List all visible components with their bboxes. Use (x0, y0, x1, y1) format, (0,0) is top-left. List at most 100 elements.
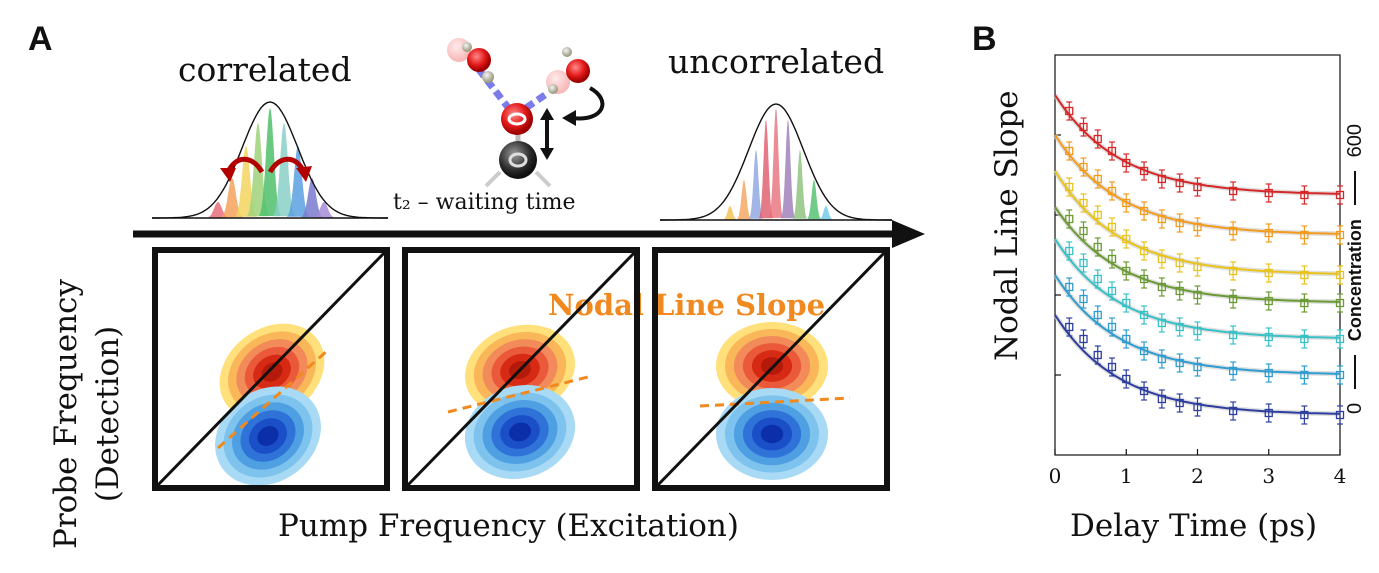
data-point (1228, 266, 1238, 276)
data-point (1264, 368, 1273, 378)
data-point (1065, 322, 1074, 332)
data-point (1300, 334, 1309, 344)
negative-peak-contour (760, 424, 784, 444)
data-point (1193, 362, 1202, 372)
data-point (1228, 330, 1238, 340)
data-point (1264, 188, 1273, 198)
data-point (1065, 282, 1074, 292)
data-point (1193, 222, 1202, 232)
data-point (1079, 334, 1088, 344)
data-point (1228, 226, 1238, 236)
data-point (1157, 354, 1167, 364)
spectral-peak (737, 180, 751, 220)
spectrum-panel-1 (152, 247, 390, 491)
data-point (1175, 178, 1184, 188)
data-point (1300, 410, 1309, 420)
data-point (1228, 294, 1238, 304)
data-point (1157, 282, 1167, 292)
data-point (1300, 298, 1309, 308)
data-point (1122, 298, 1131, 308)
data-point (1175, 398, 1184, 408)
data-point (1335, 298, 1345, 308)
data-point (1157, 318, 1167, 328)
series-2 (1052, 133, 1345, 245)
spectral-peak (793, 150, 807, 219)
data-point (1139, 274, 1149, 284)
data-point (1107, 322, 1117, 332)
data-point (1300, 230, 1309, 240)
positive-peak-contour (261, 362, 283, 382)
data-point (1093, 242, 1102, 252)
spectral-peak (273, 123, 295, 217)
data-point (1264, 408, 1273, 418)
data-point (1157, 174, 1167, 184)
series-5 (1052, 237, 1345, 349)
data-point (1093, 174, 1102, 184)
data-point (1157, 254, 1167, 264)
data-point (1122, 374, 1131, 384)
negative-peak-contour (508, 422, 532, 442)
panel-b-letter: B (972, 20, 997, 58)
data-point (1079, 258, 1088, 268)
nodal-line (447, 374, 593, 414)
spectral-peak (759, 120, 773, 219)
data-point (1107, 222, 1117, 232)
x-tick-label: 2 (1191, 464, 1204, 488)
uncorrelated-gaussian (660, 103, 892, 221)
data-point (1193, 326, 1202, 336)
data-point (1093, 210, 1102, 220)
data-point (1107, 362, 1117, 372)
data-point (1175, 322, 1184, 332)
data-point (1193, 262, 1202, 272)
diagonal-line (653, 248, 889, 490)
water-molecule-icon (447, 38, 605, 188)
data-point (1175, 258, 1184, 268)
uncorrelated-label: uncorrelated (668, 42, 885, 81)
data-point (1107, 286, 1117, 296)
concentration-max: 600 (1343, 124, 1366, 158)
delay-time-axis-label: Delay Time (ps) (1070, 508, 1318, 544)
series-1 (1052, 93, 1345, 205)
gaussian-envelope (152, 101, 388, 219)
data-point (1335, 370, 1345, 380)
waiting-time-label: t₂ – waiting time (393, 190, 576, 215)
nodal-slope-chart: 0 1 2 3 4 (1049, 54, 1346, 488)
spectral-diffusion-arrows-icon (220, 156, 312, 182)
negative-peak-contour (257, 426, 279, 446)
data-point (1139, 346, 1149, 356)
data-point (1264, 228, 1273, 238)
series-6 (1052, 273, 1345, 385)
spectral-peak (287, 146, 309, 217)
spectrum-frame (152, 247, 390, 491)
data-point (1264, 268, 1273, 278)
data-point (1093, 350, 1102, 360)
spectral-peak (807, 180, 821, 220)
data-point (1079, 198, 1088, 208)
data-point (1065, 146, 1074, 156)
gaussian-envelope (660, 103, 892, 221)
data-point (1193, 290, 1202, 300)
data-point (1139, 166, 1149, 176)
spectral-peak (749, 150, 763, 219)
data-point (1264, 296, 1273, 306)
concentration-arrow-icon (1354, 171, 1356, 206)
data-point (1093, 274, 1102, 284)
data-point (1079, 162, 1088, 172)
data-point (1175, 286, 1184, 296)
data-point (1157, 394, 1167, 404)
spectral-peak (221, 178, 243, 218)
spectrum-frame (652, 247, 890, 491)
data-point (1093, 310, 1102, 320)
data-point (1335, 334, 1345, 344)
pump-frequency-axis-label: Pump Frequency (Excitation) (278, 508, 739, 544)
data-point (1300, 370, 1309, 380)
data-point (1139, 386, 1149, 396)
data-point (1065, 182, 1074, 192)
spectral-peak (723, 206, 737, 220)
spectral-peak (819, 206, 833, 220)
data-point (1122, 198, 1131, 208)
data-point (1335, 230, 1345, 240)
concentration-min: 0 (1343, 402, 1366, 414)
data-point (1264, 332, 1273, 342)
